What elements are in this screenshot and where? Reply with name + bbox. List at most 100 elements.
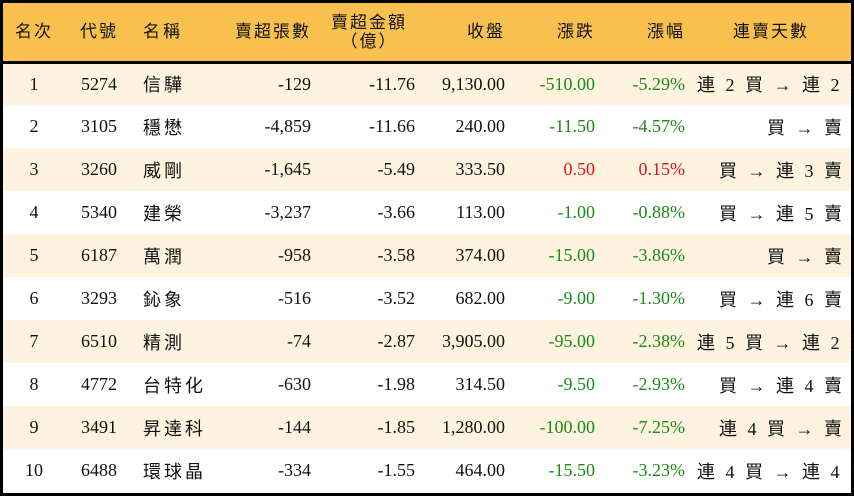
cell-close: 9,130.00 [442,73,505,94]
cell-streak: 買 → 連 6 賣 [719,289,845,310]
cell-net-sell-amount: -11.76 [369,73,415,94]
cell-close: 374.00 [455,245,506,265]
cell-net-sell-amount: -11.66 [369,116,415,136]
header-code: 代號 [65,3,133,64]
header-name: 名稱 [133,3,221,64]
cell-rank: 2 [29,116,39,136]
cell-streak: 買 → 連 3 賣 [719,160,845,181]
cell-code: 3105 [81,116,117,136]
header-net-sell-amount: 賣超金額 （億） [317,3,421,64]
cell-rank: 10 [25,460,43,480]
table-row: 4 5340 建榮 -3,237 -3.66 113.00 -1.00 -0.8… [3,191,851,234]
cell-name: 鈊象 [143,289,185,310]
cell-code: 4772 [81,374,117,394]
cell-streak: 連 2 買 → 連 2 賣 [697,75,854,96]
cell-name: 環球晶 [143,461,206,482]
cell-change: -95.00 [548,331,596,351]
cell-net-sell-shares: -334 [278,460,311,480]
cell-net-sell-amount: -3.58 [377,245,416,265]
cell-change-pct: -3.86% [632,245,686,265]
cell-change: -15.50 [548,460,596,480]
table-row: 1 5274 信驊 -129 -11.76 9,130.00 -510.00 -… [3,62,854,105]
cell-net-sell-shares: -516 [278,288,311,308]
cell-streak: 買 → 連 5 賣 [719,203,845,224]
cell-rank: 7 [29,331,39,351]
table-row: 6 3293 鈊象 -516 -3.52 682.00 -9.00 -1.30%… [3,277,851,320]
cell-change-pct: -0.88% [632,202,686,222]
header-change-pct: 漲幅 [601,3,691,64]
cell-net-sell-amount: -3.52 [377,288,416,308]
cell-close: 464.00 [455,460,506,480]
cell-rank: 5 [29,245,39,265]
cell-close: 333.50 [455,159,506,179]
cell-code: 3260 [81,159,117,179]
cell-name: 萬潤 [143,246,185,267]
cell-rank: 1 [29,73,39,94]
cell-code: 6510 [81,331,117,351]
cell-net-sell-amount: -2.87 [377,331,416,351]
cell-net-sell-shares: -144 [278,417,311,437]
cell-name: 穩懋 [143,117,185,138]
table-row: 8 4772 台特化 -630 -1.98 314.50 -9.50 -2.93… [3,363,851,406]
cell-close: 314.50 [455,374,506,394]
cell-net-sell-amount: -3.66 [377,202,416,222]
cell-change: -1.00 [557,202,596,222]
cell-change-pct: 0.15% [638,159,686,179]
cell-change: 0.50 [563,159,596,179]
table-row: 10 6488 環球晶 -334 -1.55 464.00 -15.50 -3.… [3,449,854,492]
cell-net-sell-shares: -630 [278,374,311,394]
cell-close: 3,905.00 [442,331,505,351]
cell-code: 5340 [81,202,117,222]
header-streak: 連賣天數 [691,3,851,64]
cell-code: 5274 [81,73,117,94]
cell-net-sell-shares: -1,645 [264,159,312,179]
cell-net-sell-amount: -1.98 [377,374,416,394]
cell-streak: 買 → 賣 [767,246,845,267]
cell-net-sell-shares: -3,237 [264,202,312,222]
cell-rank: 6 [29,288,39,308]
cell-streak: 連 5 買 → 連 2 賣 [697,332,854,353]
cell-net-sell-shares: -958 [278,245,311,265]
header-rank: 名次 [3,3,65,64]
cell-change-pct: -4.57% [632,116,686,136]
header-net-sell-amount-line2: （億） [340,31,398,51]
cell-change: -9.00 [557,288,596,308]
table-row: 5 6187 萬潤 -958 -3.58 374.00 -15.00 -3.86… [3,234,851,277]
header-close: 收盤 [421,3,511,64]
cell-name: 建榮 [143,203,185,224]
cell-net-sell-shares: -129 [278,73,311,94]
cell-change: -9.50 [557,374,596,394]
cell-net-sell-amount: -5.49 [377,159,416,179]
table-row: 7 6510 精測 -74 -2.87 3,905.00 -95.00 -2.3… [3,320,854,363]
cell-change-pct: -7.25% [632,417,686,437]
header-change: 漲跌 [511,3,601,64]
cell-name: 昇達科 [143,418,206,439]
cell-change: -11.50 [549,116,595,136]
cell-name: 信驊 [143,75,185,96]
cell-change: -510.00 [539,73,596,94]
cell-change-pct: -2.38% [632,331,686,351]
cell-change-pct: -5.29% [632,73,686,94]
cell-code: 3491 [81,417,117,437]
header-net-sell-amount-line1: 賣超金額 [331,12,407,32]
cell-change-pct: -3.23% [632,460,686,480]
cell-name: 精測 [143,332,185,353]
cell-code: 6488 [81,460,117,480]
cell-name: 威剛 [143,160,185,181]
cell-rank: 3 [29,159,39,179]
cell-change: -15.00 [548,245,596,265]
cell-streak: 連 4 買 → 連 4 賣 [697,461,854,482]
cell-streak: 連 4 買 → 賣 [719,418,845,439]
header-net-sell-shares: 賣超張數 [221,3,317,64]
cell-streak: 買 → 賣 [767,117,845,138]
cell-close: 240.00 [455,116,506,136]
cell-net-sell-amount: -1.85 [377,417,416,437]
cell-rank: 4 [29,202,39,222]
cell-net-sell-shares: -74 [287,331,311,351]
cell-streak: 買 → 連 4 賣 [719,375,845,396]
cell-close: 113.00 [456,202,505,222]
cell-name: 台特化 [143,375,206,396]
cell-rank: 9 [29,417,39,437]
cell-net-sell-shares: -4,859 [264,116,312,136]
